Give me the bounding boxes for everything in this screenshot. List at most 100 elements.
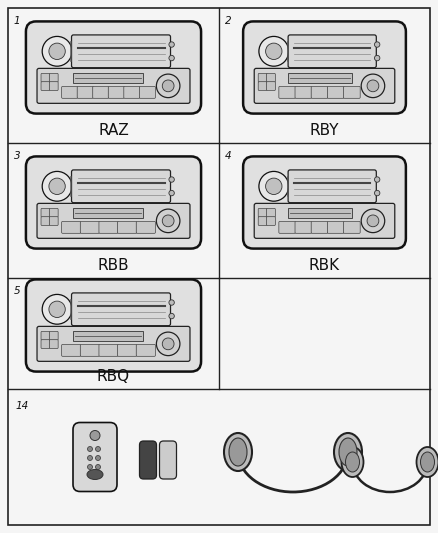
FancyBboxPatch shape — [49, 217, 58, 225]
Circle shape — [367, 80, 379, 92]
FancyBboxPatch shape — [327, 221, 344, 233]
FancyBboxPatch shape — [124, 86, 140, 98]
Circle shape — [49, 178, 65, 195]
Text: RBB: RBB — [98, 258, 129, 273]
FancyBboxPatch shape — [267, 208, 276, 217]
FancyBboxPatch shape — [288, 35, 376, 68]
Circle shape — [90, 431, 100, 440]
Circle shape — [169, 313, 174, 319]
Circle shape — [169, 177, 174, 182]
Circle shape — [265, 43, 282, 60]
Text: RBY: RBY — [310, 123, 339, 138]
FancyBboxPatch shape — [77, 86, 93, 98]
FancyBboxPatch shape — [37, 204, 190, 238]
FancyBboxPatch shape — [73, 423, 117, 491]
Circle shape — [42, 172, 72, 201]
Circle shape — [265, 178, 282, 195]
Text: RBQ: RBQ — [97, 369, 130, 384]
FancyBboxPatch shape — [49, 74, 58, 82]
FancyBboxPatch shape — [26, 279, 201, 372]
Ellipse shape — [420, 452, 434, 472]
Bar — [73, 74, 143, 83]
FancyBboxPatch shape — [41, 340, 50, 349]
FancyBboxPatch shape — [49, 82, 58, 91]
FancyBboxPatch shape — [26, 21, 201, 114]
Circle shape — [49, 301, 65, 318]
FancyBboxPatch shape — [139, 441, 156, 479]
FancyBboxPatch shape — [62, 221, 81, 233]
Bar — [73, 208, 143, 218]
Circle shape — [88, 447, 92, 451]
FancyBboxPatch shape — [108, 86, 124, 98]
FancyBboxPatch shape — [327, 86, 344, 98]
Text: RAZ: RAZ — [98, 123, 129, 138]
FancyBboxPatch shape — [258, 82, 267, 91]
FancyBboxPatch shape — [311, 86, 328, 98]
Circle shape — [361, 74, 385, 98]
Circle shape — [259, 36, 289, 66]
FancyBboxPatch shape — [254, 68, 395, 103]
FancyBboxPatch shape — [258, 74, 267, 82]
Circle shape — [169, 190, 174, 196]
Ellipse shape — [339, 438, 357, 466]
Circle shape — [95, 464, 100, 470]
Circle shape — [169, 55, 174, 61]
FancyBboxPatch shape — [117, 344, 137, 357]
FancyBboxPatch shape — [139, 86, 155, 98]
FancyBboxPatch shape — [49, 340, 58, 349]
Bar — [288, 208, 352, 218]
FancyBboxPatch shape — [279, 221, 296, 233]
FancyBboxPatch shape — [41, 208, 50, 217]
FancyBboxPatch shape — [26, 156, 201, 248]
Circle shape — [374, 177, 380, 182]
Text: RBK: RBK — [309, 258, 340, 273]
Ellipse shape — [342, 447, 364, 477]
FancyBboxPatch shape — [41, 82, 50, 91]
FancyBboxPatch shape — [93, 86, 109, 98]
Circle shape — [374, 55, 380, 61]
Text: 1: 1 — [14, 16, 21, 26]
Circle shape — [156, 74, 180, 98]
FancyBboxPatch shape — [343, 86, 360, 98]
FancyBboxPatch shape — [71, 35, 170, 68]
FancyBboxPatch shape — [71, 170, 170, 203]
FancyBboxPatch shape — [243, 156, 406, 248]
FancyBboxPatch shape — [49, 208, 58, 217]
Circle shape — [156, 332, 180, 356]
FancyBboxPatch shape — [136, 221, 155, 233]
FancyBboxPatch shape — [311, 221, 328, 233]
Circle shape — [49, 43, 65, 60]
FancyBboxPatch shape — [41, 332, 50, 340]
FancyBboxPatch shape — [254, 204, 395, 238]
Text: 2: 2 — [225, 16, 232, 26]
Ellipse shape — [334, 433, 362, 471]
Ellipse shape — [417, 447, 438, 477]
FancyBboxPatch shape — [62, 86, 78, 98]
FancyBboxPatch shape — [71, 293, 170, 326]
Text: 14: 14 — [16, 401, 29, 411]
Text: 3: 3 — [14, 151, 21, 161]
Circle shape — [162, 80, 174, 92]
FancyBboxPatch shape — [80, 221, 99, 233]
Circle shape — [169, 300, 174, 305]
FancyBboxPatch shape — [49, 332, 58, 340]
Circle shape — [162, 338, 174, 350]
FancyBboxPatch shape — [258, 208, 267, 217]
FancyBboxPatch shape — [258, 217, 267, 225]
FancyBboxPatch shape — [80, 344, 99, 357]
Bar — [288, 74, 352, 83]
FancyBboxPatch shape — [295, 86, 312, 98]
FancyBboxPatch shape — [159, 441, 177, 479]
FancyBboxPatch shape — [41, 217, 50, 225]
FancyBboxPatch shape — [343, 221, 360, 233]
Circle shape — [374, 42, 380, 47]
FancyBboxPatch shape — [267, 82, 276, 91]
Circle shape — [259, 172, 289, 201]
FancyBboxPatch shape — [99, 344, 118, 357]
FancyBboxPatch shape — [288, 170, 376, 203]
Circle shape — [361, 209, 385, 232]
Circle shape — [367, 215, 379, 227]
FancyBboxPatch shape — [267, 217, 276, 225]
FancyBboxPatch shape — [117, 221, 137, 233]
Circle shape — [95, 447, 100, 451]
